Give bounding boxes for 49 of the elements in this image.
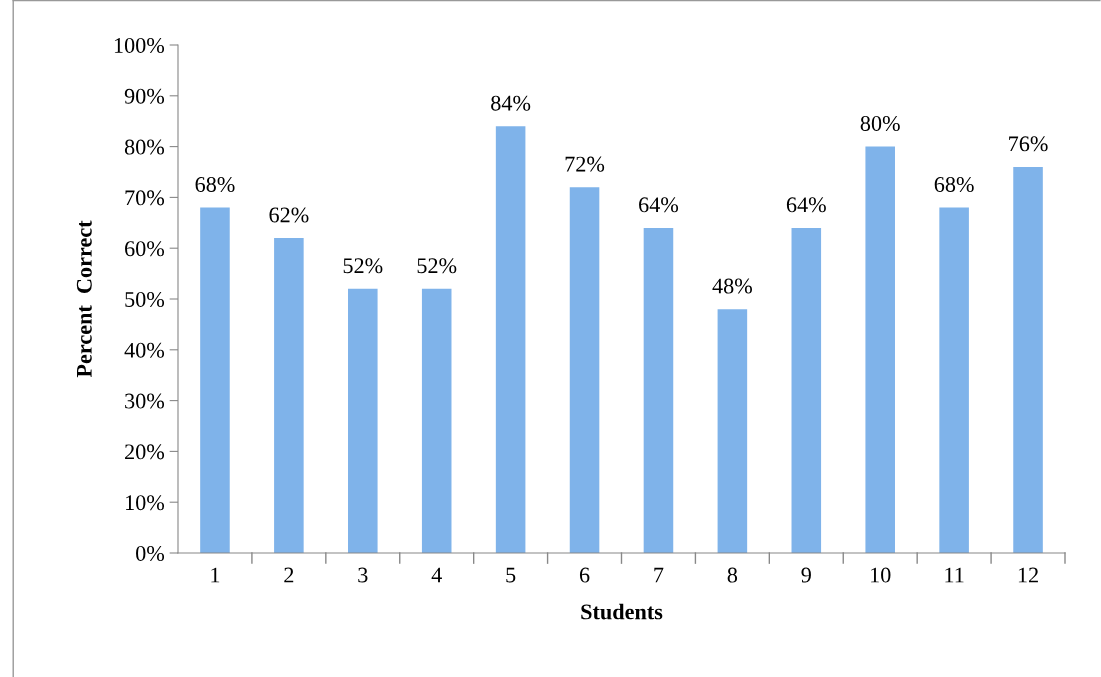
y-tick-label: 90% — [124, 88, 165, 104]
x-tick-label: 6 — [579, 567, 590, 583]
y-tick-label: 10% — [126, 495, 165, 511]
data-label: 80% — [860, 115, 900, 132]
data-label: 76% — [1009, 136, 1048, 152]
bar — [791, 227, 822, 553]
x-tick-label: 10 — [871, 567, 891, 583]
data-label: 52% — [417, 258, 457, 274]
x-tick-label: 5 — [506, 567, 516, 583]
x-tick-label: 4 — [431, 567, 442, 583]
y-axis-title: Percent Correct — [76, 220, 92, 378]
x-tick-label: 8 — [727, 567, 738, 583]
y-tick-label: 0% — [136, 545, 165, 561]
bar — [421, 288, 452, 553]
x-tick-label: 12 — [1018, 567, 1038, 583]
y-tick-label: 40% — [124, 342, 165, 358]
x-tick-label: 7 — [654, 567, 664, 583]
x-axis-title: Students — [581, 603, 663, 620]
bar — [939, 207, 969, 553]
data-label: 62% — [269, 207, 309, 223]
data-label: 64% — [786, 197, 826, 213]
x-tick-label: 3 — [358, 567, 368, 583]
x-tick-label: 1 — [211, 567, 220, 583]
data-label: 68% — [195, 176, 235, 193]
x-tick-label: 9 — [801, 567, 811, 583]
y-tick-label: 70% — [125, 190, 165, 206]
bar — [865, 146, 895, 553]
data-label: 64% — [639, 197, 679, 213]
y-tick-label: 60% — [125, 241, 165, 257]
bar — [717, 309, 748, 553]
bar — [274, 238, 304, 553]
x-tick-label: 2 — [284, 567, 294, 583]
bar — [495, 126, 526, 553]
data-label: 84% — [491, 95, 531, 111]
bar — [1013, 166, 1043, 553]
x-tick-label: 11 — [945, 567, 964, 583]
y-tick-label: 50% — [125, 291, 165, 307]
y-tick-label: 20% — [125, 444, 165, 460]
data-label: 52% — [343, 258, 383, 274]
data-label: 72% — [565, 156, 605, 172]
bar — [348, 288, 378, 553]
y-tick-label: 30% — [125, 393, 165, 409]
bar — [643, 227, 674, 553]
bar — [569, 187, 600, 553]
y-tick-label: 100% — [114, 37, 165, 53]
bar — [200, 207, 230, 553]
y-tick-label: 80% — [124, 139, 165, 155]
data-label: 48% — [712, 278, 752, 294]
data-label: 68% — [934, 176, 974, 193]
